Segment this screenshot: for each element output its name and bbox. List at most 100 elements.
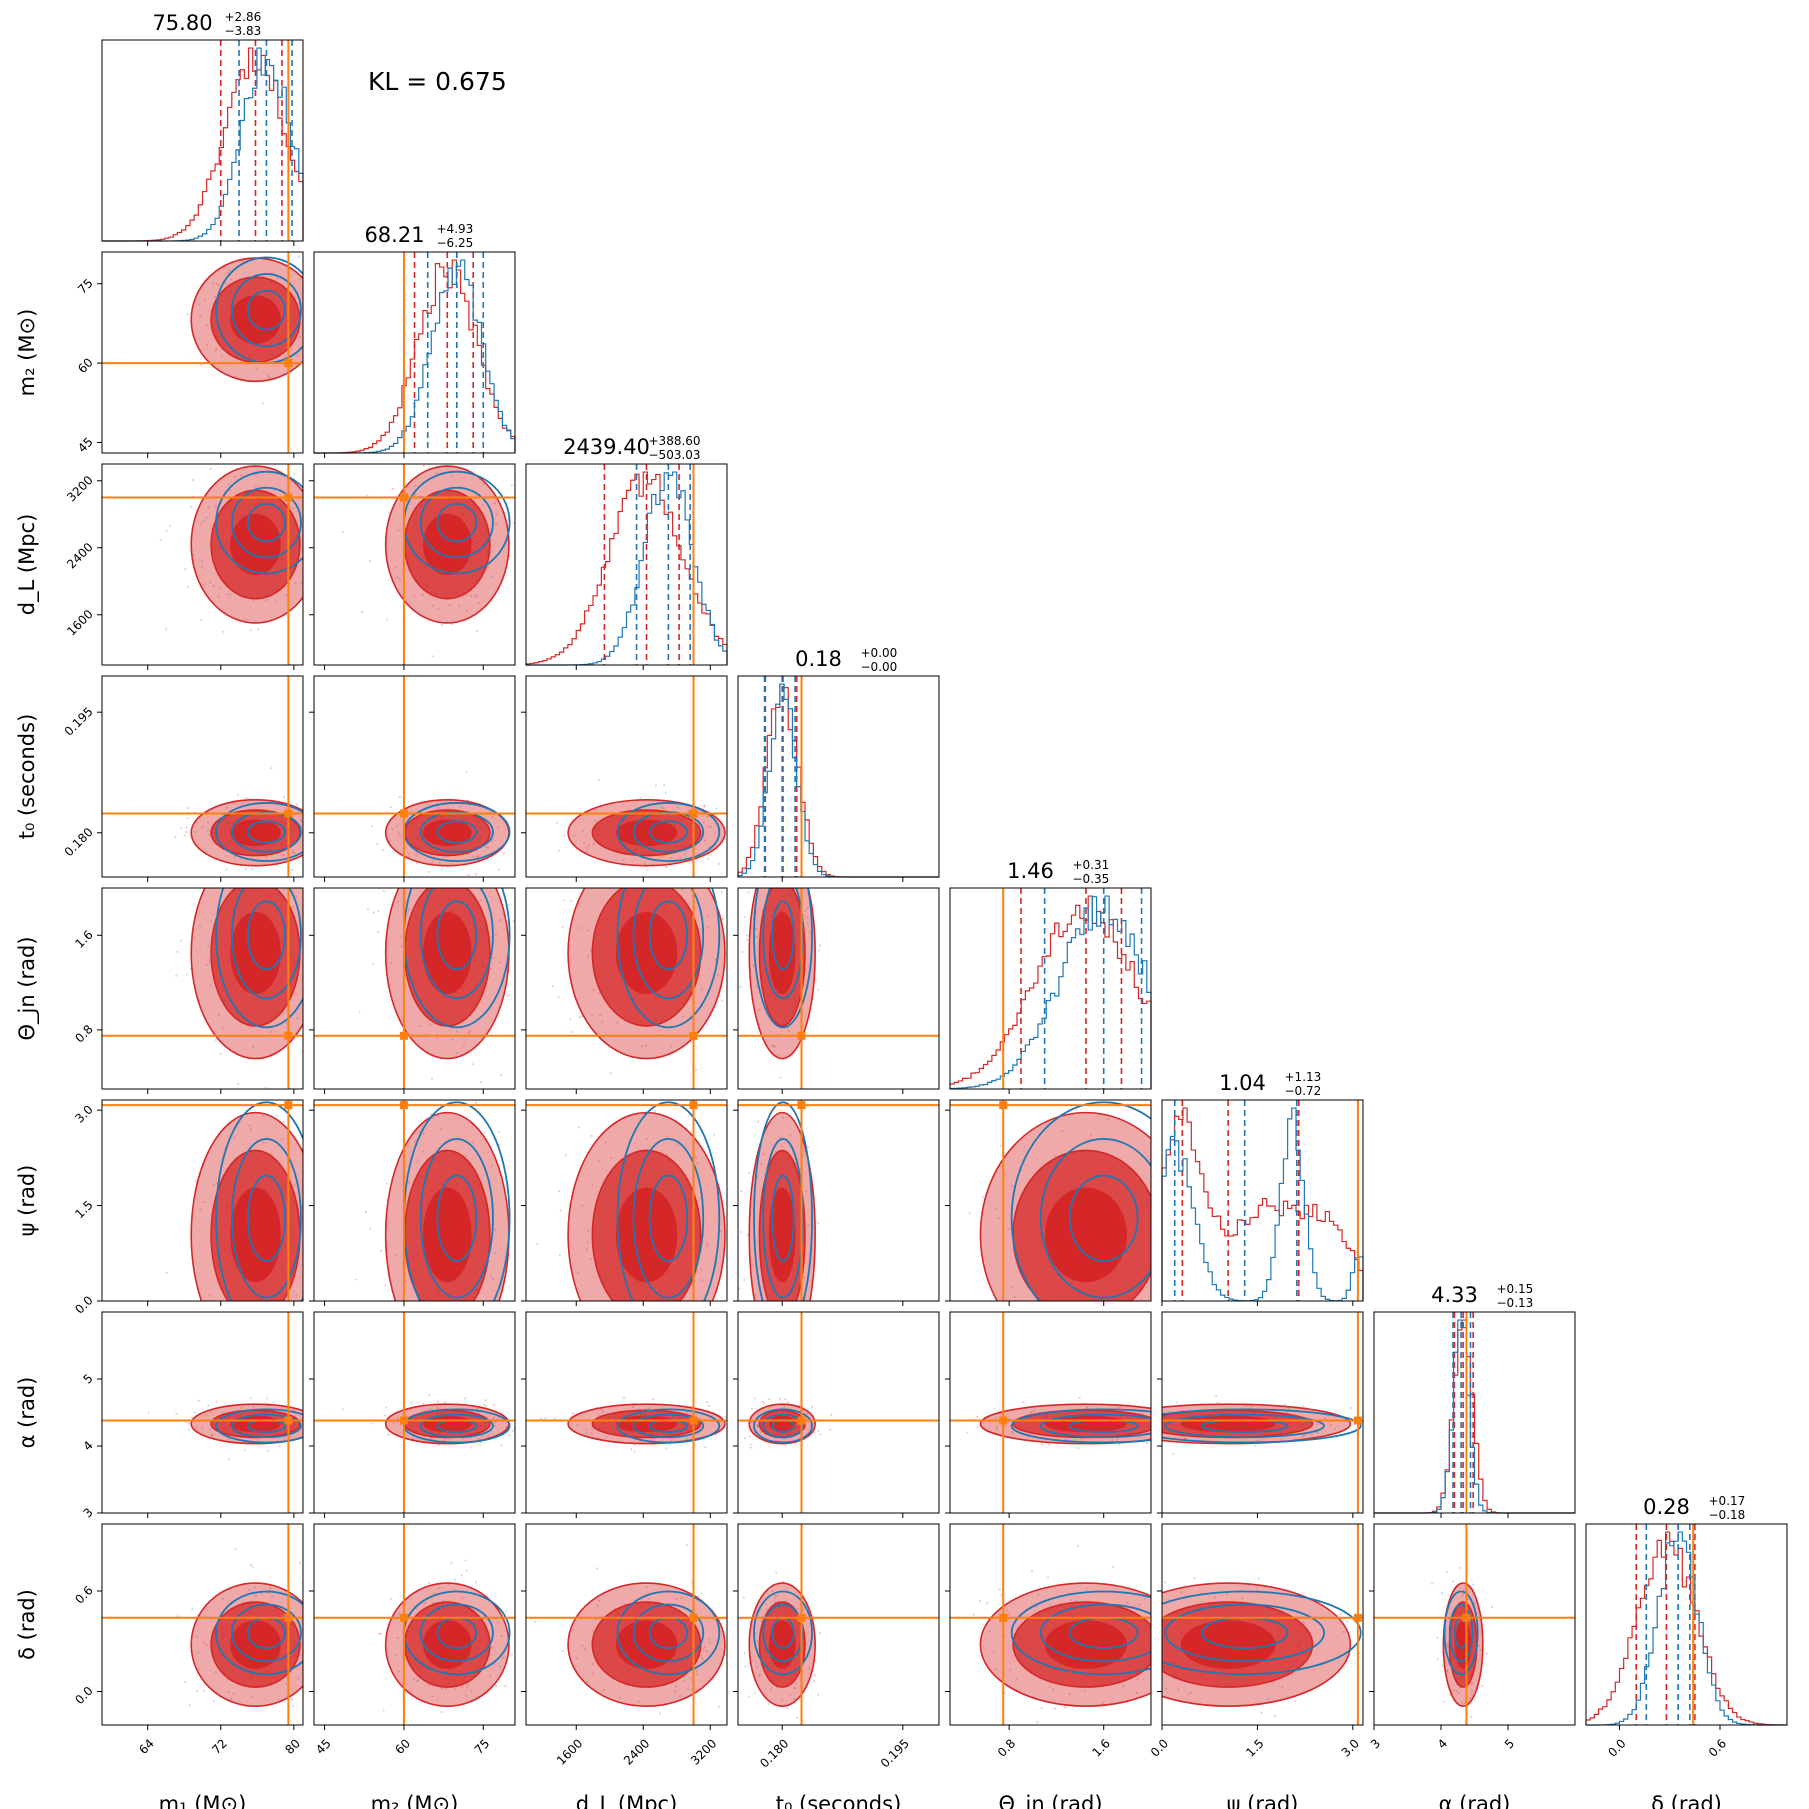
sample-point [184,1680,187,1684]
sample-point [769,1688,773,1691]
sample-point [165,529,168,532]
sample-point [802,1276,806,1279]
sample-point [1192,1402,1194,1404]
sample-point [179,939,183,942]
sample-point [1075,1397,1077,1399]
sample-point [310,591,312,593]
sample-point [1085,1406,1089,1409]
panel-frame [1585,1523,1788,1726]
sample-point [756,1640,759,1643]
sample-point [267,1449,270,1453]
sample-point [778,1312,780,1314]
sample-point [523,547,525,549]
sample-point [268,376,271,379]
sample-point [1444,1660,1447,1663]
sample-point [466,1686,469,1689]
sample-point [757,1008,761,1011]
sample-point [684,1383,686,1385]
sample-point [637,1700,640,1703]
panel-dL-t0 [526,676,727,877]
sample-point [488,1114,490,1116]
sample-point [208,1428,212,1431]
truth-marker [689,1416,698,1425]
sample-point [622,1396,626,1399]
panel-psi-alpha [1162,1312,1363,1513]
sample-point [185,1421,188,1424]
sample-point [193,830,197,834]
sample-point [248,1588,251,1592]
sample-point [1441,1664,1444,1668]
histogram-blue-series-theta_jn [949,895,1152,1090]
sample-point [563,899,566,902]
sample-point [228,269,231,272]
panel-t0-psi [738,1100,939,1314]
sample-point [371,824,374,828]
sample-point [583,841,586,845]
sample-point [806,922,809,925]
sample-point [492,956,495,959]
sample-point [499,918,502,922]
sample-point [387,1433,390,1436]
panel-frame [949,1099,1152,1302]
sample-point [411,1302,413,1304]
blue-contour-0 [753,1590,813,1676]
sample-point [1179,1591,1182,1594]
sample-point [646,868,649,871]
sample-point [210,1434,213,1437]
sample-point [819,1433,822,1436]
sample-point [811,1405,814,1408]
sample-point [748,1621,751,1624]
sample-point [222,630,225,633]
sample-point [1460,1594,1464,1598]
sample-point [478,601,481,604]
sample-point [733,1420,735,1422]
sample-point [205,343,208,346]
sample-point [663,1381,665,1383]
x-tick-label-alpha: 4 [1435,1736,1450,1751]
blue-contour-0 [753,888,813,1029]
sample-point [317,925,319,927]
blue-contour-1 [419,1138,494,1299]
sample-point [712,1133,716,1136]
sample-point [601,1020,604,1023]
sample-point [765,1608,769,1611]
sample-point [416,1680,419,1683]
sample-point [758,1673,761,1676]
sample-point [680,1596,683,1599]
histogram-red-series-t0 [737,683,939,878]
blue-contour-0 [1162,1590,1362,1676]
sample-point [491,576,494,579]
sample-point [384,1406,387,1409]
sample-point [433,1592,436,1595]
sample-point [422,464,425,467]
sample-point [293,472,296,475]
sample-point [1101,1702,1105,1705]
sample-point [220,354,223,358]
sample-point [264,1086,268,1089]
sample-point [446,807,450,810]
sample-point [571,1628,574,1631]
sample-point [518,935,520,937]
sample-point [1485,1652,1488,1655]
sample-point [249,1396,252,1400]
sample-point [802,1608,805,1611]
sample-point [631,1405,635,1408]
sample-point [534,1620,537,1623]
histogram-red-series-psi [1161,1107,1364,1301]
sample-point [212,281,215,284]
histogram-blue-series-psi [1161,1107,1364,1302]
y-axis-label-psi: ψ (rad) [15,1165,39,1237]
sample-point [756,1423,759,1427]
sample-point [471,855,474,858]
sample-point [577,1271,580,1274]
sample-point [474,873,477,876]
sample-point [285,1021,288,1025]
sample-point [408,1302,410,1304]
panel-frame [737,1311,940,1514]
sample-point [341,1408,344,1411]
sample-point [1145,1442,1149,1445]
histogram-blue-series-t0 [737,683,939,878]
truth-marker [797,1416,806,1425]
blue-contour-0 [616,1101,721,1301]
sample-point [428,1394,431,1397]
